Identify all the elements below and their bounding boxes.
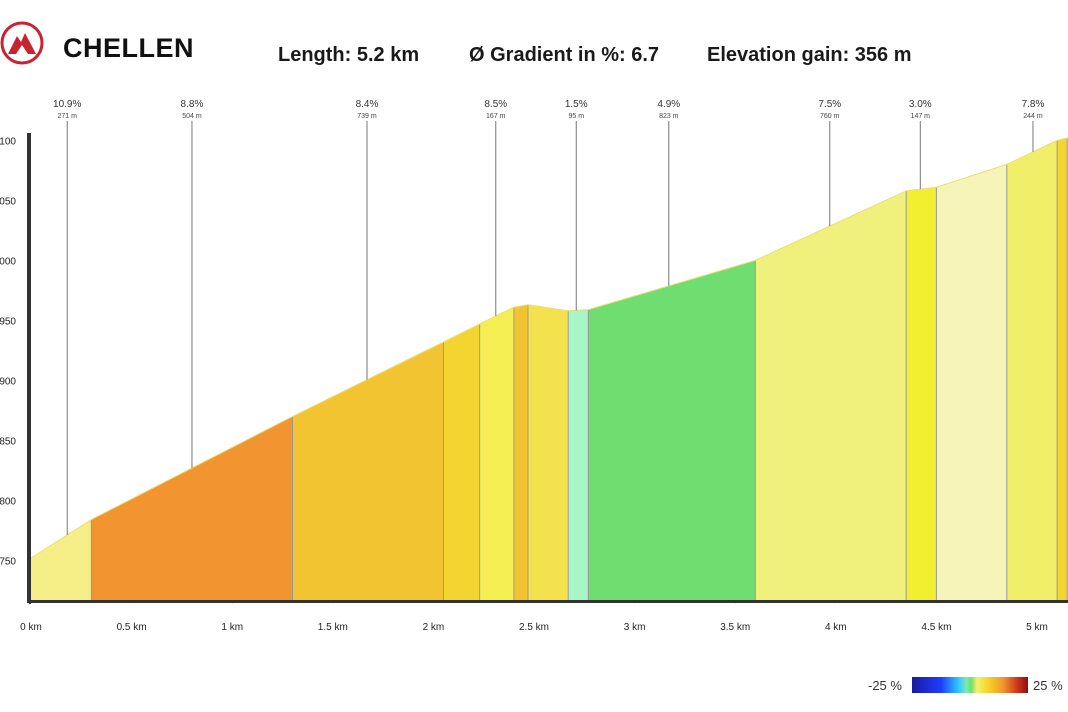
profile-segment xyxy=(292,342,444,600)
profile-segment xyxy=(91,416,293,600)
annotation-gradient-label: 4.9% xyxy=(657,99,680,110)
annotation-length-label: 167 m xyxy=(486,113,506,120)
x-axis-band xyxy=(1037,603,1068,606)
annotation-gradient-label: 10.9% xyxy=(53,99,81,110)
x-axis-band xyxy=(131,603,233,606)
annotation-gradient-label: 7.8% xyxy=(1022,99,1045,110)
legend-max-label: 25 % xyxy=(1033,678,1063,693)
profile-segment xyxy=(31,519,92,600)
profile-segment xyxy=(936,164,1007,600)
annotation-length-label: 823 m xyxy=(659,113,679,120)
x-axis-line xyxy=(29,600,1068,604)
y-tick-label: 950 xyxy=(0,316,16,327)
profile-segment xyxy=(443,324,480,600)
elevation-gain-stat: Elevation gain: 356 m xyxy=(707,44,912,66)
y-tick-label: 800 xyxy=(0,496,16,507)
annotation-length-label: 739 m xyxy=(357,113,377,120)
x-tick-label: 1.5 km xyxy=(318,622,348,633)
annotation-gradient-label: 3.0% xyxy=(909,99,932,110)
x-axis-band xyxy=(735,603,836,606)
profile-segment xyxy=(1057,138,1068,600)
profile-segment xyxy=(513,304,528,600)
annotation-length-label: 760 m xyxy=(820,113,840,120)
x-tick-label: 4.5 km xyxy=(921,622,951,633)
x-tick-label: 3 km xyxy=(624,622,646,633)
x-tick-label: 0.5 km xyxy=(117,622,147,633)
x-axis-band xyxy=(232,603,333,606)
y-tick-label: 1050 xyxy=(0,196,16,207)
climb-title: CHELLEN xyxy=(63,33,194,63)
x-axis-band xyxy=(534,603,635,606)
x-axis-band xyxy=(31,603,132,606)
x-tick-label: 4 km xyxy=(825,622,847,633)
profile-segment xyxy=(1006,140,1058,600)
x-tick-label: 2 km xyxy=(423,622,445,633)
profile-segment xyxy=(755,190,907,601)
profile-segment xyxy=(588,260,756,600)
y-tick-label: 900 xyxy=(0,376,16,387)
annotation-gradient-label: 7.5% xyxy=(818,99,841,110)
gradient-color-scale xyxy=(912,677,1028,693)
x-tick-label: 0 km xyxy=(20,622,42,633)
annotation-length-label: 95 m xyxy=(568,113,584,120)
x-axis-band xyxy=(433,603,534,606)
annotation-length-label: 147 m xyxy=(911,113,931,120)
y-tick-label: 1100 xyxy=(0,136,16,147)
x-axis-band xyxy=(936,603,1037,606)
profile-segment xyxy=(479,307,514,600)
x-axis-band xyxy=(835,603,937,606)
annotation-gradient-label: 8.8% xyxy=(181,99,204,110)
x-tick-label: 5 km xyxy=(1026,622,1048,633)
annotation-gradient-label: 1.5% xyxy=(565,99,588,110)
profile-segment xyxy=(906,187,937,600)
x-axis-band xyxy=(332,603,434,606)
x-axis-band xyxy=(634,603,736,606)
legend-min-label: -25 % xyxy=(868,678,902,693)
annotation-length-label: 504 m xyxy=(182,113,202,120)
annotation-length-label: 244 m xyxy=(1023,113,1043,120)
gradient-stat: Ø Gradient in %: 6.7 xyxy=(469,44,660,66)
annotation-length-label: 271 m xyxy=(57,113,77,120)
annotation-gradient-label: 8.5% xyxy=(484,99,507,110)
x-tick-label: 2.5 km xyxy=(519,622,549,633)
x-tick-label: 3.5 km xyxy=(720,622,750,633)
y-tick-label: 850 xyxy=(0,436,16,447)
profile-segment xyxy=(568,309,589,600)
profile-outline xyxy=(30,137,1068,559)
mountain-logo-icon xyxy=(0,21,44,65)
y-tick-label: 750 xyxy=(0,556,16,567)
length-stat: Length: 5.2 km xyxy=(278,44,420,66)
x-tick-label: 1 km xyxy=(221,622,243,633)
profile-segment xyxy=(527,304,569,600)
annotation-gradient-label: 8.4% xyxy=(356,99,379,110)
